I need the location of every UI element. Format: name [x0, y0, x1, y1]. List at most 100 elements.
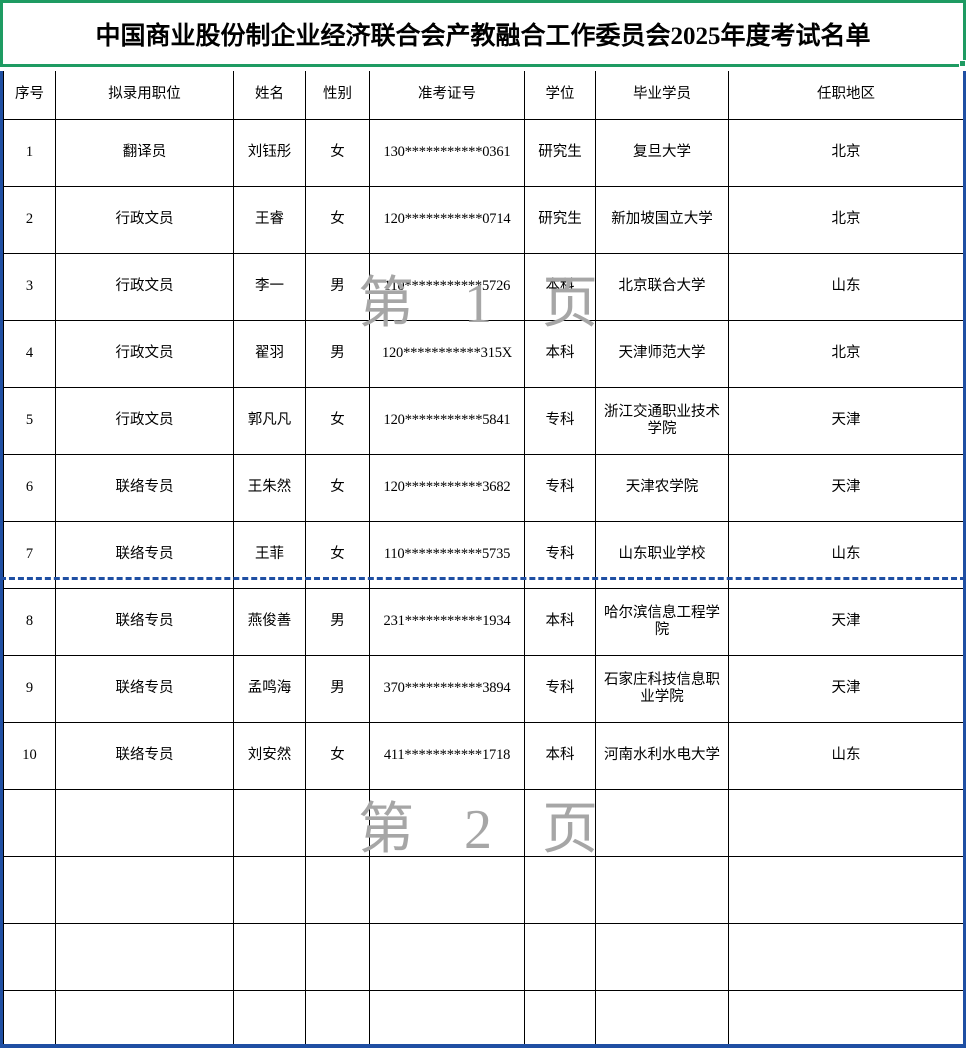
cell-gender[interactable] [305, 990, 370, 1044]
cell-exam-id[interactable]: 120***********315X [369, 320, 525, 388]
cell-degree[interactable]: 本科 [524, 722, 596, 790]
cell-degree[interactable]: 本科 [524, 253, 596, 321]
cell-position[interactable]: 联络专员 [55, 722, 234, 790]
cell-position[interactable]: 联络专员 [55, 655, 234, 723]
cell-seq[interactable] [3, 923, 56, 991]
cell-exam-id[interactable] [369, 856, 525, 924]
cell-school[interactable] [595, 990, 729, 1044]
cell-region[interactable]: 天津 [728, 387, 963, 455]
table-row[interactable] [3, 990, 963, 1044]
cell-school[interactable]: 北京联合大学 [595, 253, 729, 321]
cell-seq[interactable]: 7 [3, 521, 56, 589]
table-row[interactable] [3, 923, 963, 991]
cell-seq[interactable]: 10 [3, 722, 56, 790]
cell-name[interactable]: 郭凡凡 [233, 387, 306, 455]
cell-exam-id[interactable]: 120***********3682 [369, 454, 525, 522]
cell-name[interactable]: 刘安然 [233, 722, 306, 790]
cell-name[interactable]: 翟羽 [233, 320, 306, 388]
cell-school[interactable]: 浙江交通职业技术学院 [595, 387, 729, 455]
cell-school[interactable] [595, 923, 729, 991]
cell-exam-id[interactable]: 130***********0361 [369, 119, 525, 187]
cell-seq[interactable]: 3 [3, 253, 56, 321]
cell-gender[interactable] [305, 789, 370, 857]
cell-position[interactable] [55, 923, 234, 991]
table-row[interactable] [3, 789, 963, 857]
cell-gender[interactable]: 男 [305, 655, 370, 723]
cell-school[interactable]: 山东职业学校 [595, 521, 729, 589]
cell-degree[interactable]: 研究生 [524, 186, 596, 254]
table-row[interactable]: 5 行政文员 郭凡凡 女 120***********5841 专科 浙江交通职… [3, 387, 963, 455]
cell-name[interactable] [233, 856, 306, 924]
cell-position[interactable] [55, 990, 234, 1044]
cell-gender[interactable]: 女 [305, 454, 370, 522]
cell-exam-id[interactable]: 411***********1718 [369, 722, 525, 790]
cell-region[interactable]: 北京 [728, 119, 963, 187]
cell-exam-id[interactable]: 120***********5841 [369, 387, 525, 455]
cell-degree[interactable]: 研究生 [524, 119, 596, 187]
cell-gender[interactable]: 女 [305, 521, 370, 589]
cell-position[interactable] [55, 789, 234, 857]
cell-region[interactable]: 天津 [728, 454, 963, 522]
cell-gender[interactable]: 男 [305, 588, 370, 656]
cell-region[interactable]: 北京 [728, 186, 963, 254]
cell-seq[interactable]: 8 [3, 588, 56, 656]
table-row[interactable]: 2 行政文员 王睿 女 120***********0714 研究生 新加坡国立… [3, 186, 963, 254]
cell-seq[interactable]: 9 [3, 655, 56, 723]
cell-name[interactable] [233, 990, 306, 1044]
table-row[interactable]: 8 联络专员 燕俊善 男 231***********1934 本科 哈尔滨信息… [3, 588, 963, 656]
cell-position[interactable]: 联络专员 [55, 588, 234, 656]
cell-region[interactable] [728, 923, 963, 991]
table-row[interactable] [3, 856, 963, 924]
cell-seq[interactable]: 4 [3, 320, 56, 388]
cell-region[interactable] [728, 856, 963, 924]
cell-region[interactable]: 山东 [728, 253, 963, 321]
cell-name[interactable]: 燕俊善 [233, 588, 306, 656]
cell-degree[interactable] [524, 923, 596, 991]
cell-position[interactable]: 行政文员 [55, 387, 234, 455]
cell-seq[interactable]: 6 [3, 454, 56, 522]
cell-exam-id[interactable]: 110***********5735 [369, 521, 525, 589]
cell-school[interactable]: 石家庄科技信息职业学院 [595, 655, 729, 723]
cell-region[interactable]: 天津 [728, 655, 963, 723]
table-row[interactable]: 6 联络专员 王朱然 女 120***********3682 专科 天津农学院… [3, 454, 963, 522]
cell-name[interactable]: 刘钰彤 [233, 119, 306, 187]
cell-name[interactable] [233, 923, 306, 991]
cell-school[interactable] [595, 856, 729, 924]
cell-exam-id[interactable]: 231***********1934 [369, 588, 525, 656]
cell-school[interactable]: 复旦大学 [595, 119, 729, 187]
cell-school[interactable]: 新加坡国立大学 [595, 186, 729, 254]
table-row[interactable]: 3 行政文员 李一 男 110***********5726 本科 北京联合大学… [3, 253, 963, 321]
cell-degree[interactable] [524, 789, 596, 857]
cell-school[interactable]: 哈尔滨信息工程学院 [595, 588, 729, 656]
cell-degree[interactable] [524, 856, 596, 924]
cell-degree[interactable]: 本科 [524, 588, 596, 656]
cell-school[interactable]: 天津农学院 [595, 454, 729, 522]
cell-region[interactable]: 山东 [728, 722, 963, 790]
cell-gender[interactable] [305, 923, 370, 991]
cell-gender[interactable]: 男 [305, 253, 370, 321]
cell-exam-id[interactable]: 370***********3894 [369, 655, 525, 723]
cell-gender[interactable]: 女 [305, 387, 370, 455]
cell-name[interactable]: 王菲 [233, 521, 306, 589]
table-row[interactable]: 10 联络专员 刘安然 女 411***********1718 本科 河南水利… [3, 722, 963, 790]
cell-position[interactable]: 联络专员 [55, 521, 234, 589]
cell-exam-id[interactable] [369, 789, 525, 857]
cell-region[interactable]: 山东 [728, 521, 963, 589]
cell-degree[interactable]: 专科 [524, 454, 596, 522]
cell-exam-id[interactable] [369, 990, 525, 1044]
cell-seq[interactable]: 1 [3, 119, 56, 187]
cell-region[interactable]: 北京 [728, 320, 963, 388]
cell-degree[interactable]: 专科 [524, 655, 596, 723]
cell-seq[interactable]: 2 [3, 186, 56, 254]
cell-seq[interactable] [3, 856, 56, 924]
cell-school[interactable] [595, 789, 729, 857]
table-row[interactable]: 9 联络专员 孟鸣海 男 370***********3894 专科 石家庄科技… [3, 655, 963, 723]
table-row[interactable]: 7 联络专员 王菲 女 110***********5735 专科 山东职业学校… [3, 521, 963, 589]
cell-exam-id[interactable] [369, 923, 525, 991]
cell-position[interactable] [55, 856, 234, 924]
cell-region[interactable]: 天津 [728, 588, 963, 656]
cell-exam-id[interactable]: 110***********5726 [369, 253, 525, 321]
selected-range[interactable]: 序号 拟录用职位 姓名 性别 准考证号 学位 毕业学员 任职地区 1 翻译员 刘… [0, 71, 966, 1048]
cell-exam-id[interactable]: 120***********0714 [369, 186, 525, 254]
cell-name[interactable]: 孟鸣海 [233, 655, 306, 723]
